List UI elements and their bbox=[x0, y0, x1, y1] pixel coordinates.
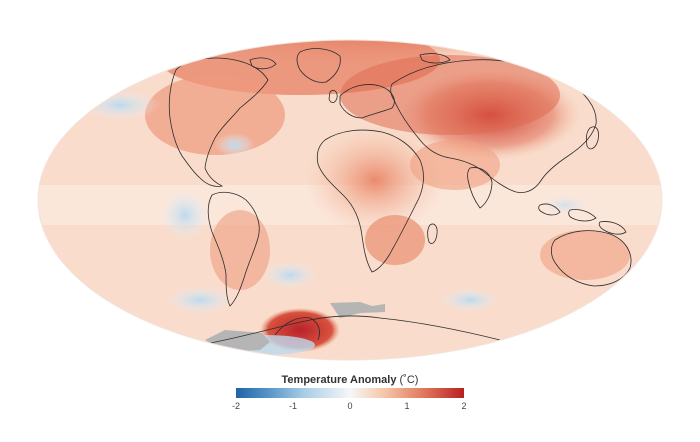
anomaly-field bbox=[38, 40, 662, 360]
no-data-patch bbox=[330, 302, 385, 318]
legend-tick: 2 bbox=[461, 401, 467, 411]
legend-title-text: Temperature Anomaly bbox=[281, 374, 397, 386]
globe-outline bbox=[37, 39, 663, 361]
legend-tick: -1 bbox=[288, 401, 298, 411]
color-legend: Temperature Anomaly (˚C) -2 -1 0 1 2 bbox=[230, 374, 470, 434]
legend-tick: 0 bbox=[347, 401, 353, 411]
legend-color-bar bbox=[236, 388, 464, 398]
legend-tick: -2 bbox=[231, 401, 241, 411]
legend-tick: 1 bbox=[404, 401, 410, 411]
world-map bbox=[37, 39, 663, 361]
anomaly-map-svg bbox=[37, 39, 663, 361]
legend-unit: (˚C) bbox=[399, 374, 419, 386]
legend-title: Temperature Anomaly (˚C) bbox=[230, 374, 470, 386]
